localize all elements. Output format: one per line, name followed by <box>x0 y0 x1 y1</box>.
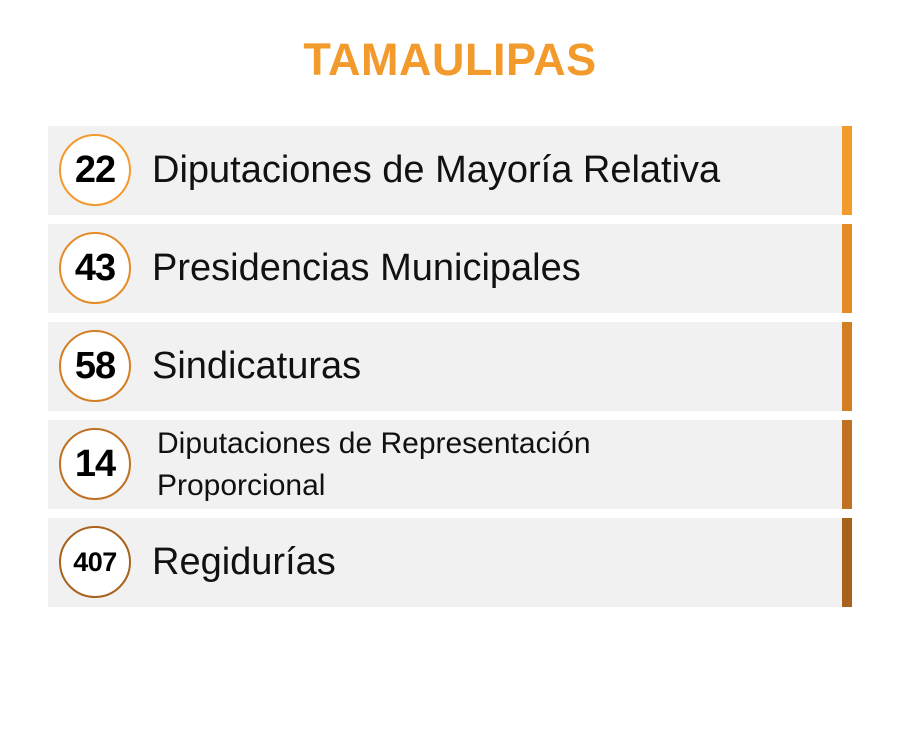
page-title: TAMAULIPAS <box>303 34 597 85</box>
item-label: Sindicaturas <box>152 345 362 387</box>
item-label: Presidencias Municipales <box>152 247 581 289</box>
count-badge: 22 <box>59 134 131 206</box>
items-list: 22 Diputaciones de Mayoría Relativa 43 P… <box>48 126 852 616</box>
count-badge: 14 <box>59 428 131 500</box>
item-label: Regidurías <box>152 541 336 583</box>
accent-bar <box>842 224 852 313</box>
count-badge: 43 <box>59 232 131 304</box>
count-badge: 407 <box>59 526 131 598</box>
list-item: 14 Diputaciones de Representación Propor… <box>48 420 852 509</box>
accent-bar <box>842 518 852 607</box>
accent-bar <box>842 322 852 411</box>
list-item: 58 Sindicaturas <box>48 322 852 411</box>
list-item: 43 Presidencias Municipales <box>48 224 852 313</box>
accent-bar <box>842 126 852 215</box>
list-item: 407 Regidurías <box>48 518 852 607</box>
list-item: 22 Diputaciones de Mayoría Relativa <box>48 126 852 215</box>
accent-bar <box>842 420 852 509</box>
item-label: Diputaciones de Representación Proporcio… <box>157 426 591 502</box>
count-badge: 58 <box>59 330 131 402</box>
item-label: Diputaciones de Mayoría Relativa <box>152 149 721 191</box>
